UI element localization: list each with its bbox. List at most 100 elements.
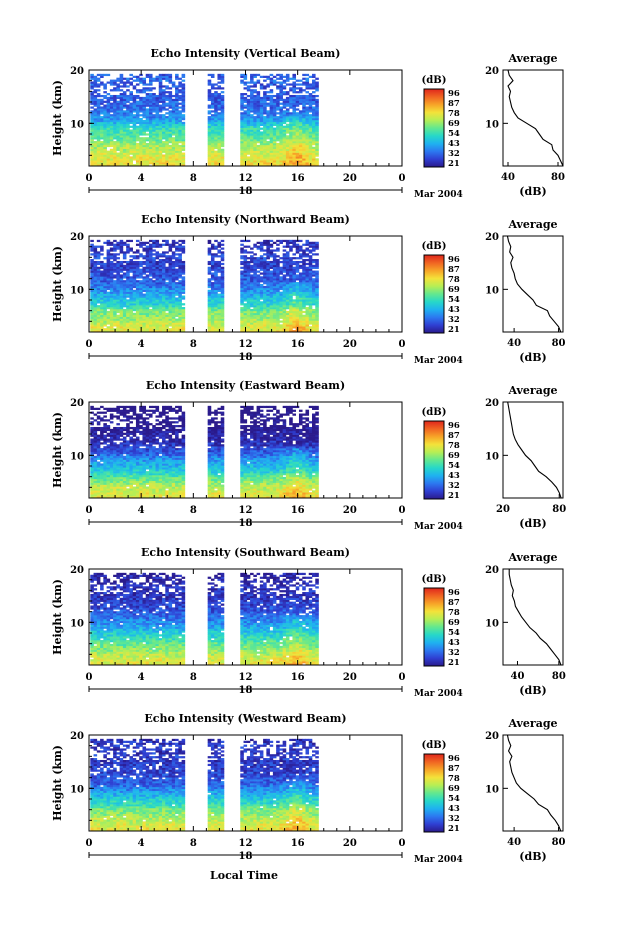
heatmap-cell xyxy=(129,318,133,321)
heatmap-cell xyxy=(132,330,137,333)
heatmap-cell xyxy=(240,280,244,283)
heatmap-cell xyxy=(158,310,163,314)
heatmap-cell xyxy=(93,320,98,323)
heatmap-cell xyxy=(312,272,316,275)
heatmap-cell xyxy=(292,276,297,279)
heatmap-cell xyxy=(250,121,254,125)
heatmap-cell xyxy=(266,289,270,292)
heatmap-cell xyxy=(158,297,163,300)
heatmap-cell xyxy=(217,287,222,291)
heatmap-cell xyxy=(253,310,257,314)
heatmap-cell xyxy=(175,102,179,105)
heatmap-cell xyxy=(269,324,274,327)
heatmap-cell xyxy=(132,320,137,323)
heatmap-cell xyxy=(263,123,267,126)
heatmap-cell xyxy=(113,253,117,256)
heatmap-cell xyxy=(207,93,212,96)
heatmap-cell xyxy=(103,266,107,269)
heatmap-cell xyxy=(155,274,160,277)
heatmap-cell xyxy=(116,127,120,130)
heatmap-cell xyxy=(246,104,251,107)
heatmap-cell xyxy=(207,154,212,157)
heatmap-cell xyxy=(116,96,120,100)
heatmap-cell xyxy=(263,91,267,94)
heatmap-cell xyxy=(315,158,319,161)
heatmap-cell xyxy=(243,289,248,292)
heatmap-cell xyxy=(158,289,163,292)
heatmap-cell xyxy=(276,123,280,126)
heatmap-cell xyxy=(266,274,270,277)
heatmap-cell xyxy=(109,307,114,310)
heatmap-cell xyxy=(165,144,169,148)
heatmap-cell xyxy=(295,251,300,254)
heatmap-cell xyxy=(181,89,186,92)
heatmap-cell xyxy=(145,164,150,167)
heatmap-cell xyxy=(298,160,303,163)
heatmap-cell xyxy=(90,480,94,483)
heatmap-cell xyxy=(106,260,111,264)
heatmap-cell xyxy=(312,270,316,273)
heatmap-cells xyxy=(90,405,319,499)
colorbar-tick-label: 54 xyxy=(448,295,460,305)
heatmap-cell xyxy=(276,282,280,285)
heatmap-cell xyxy=(289,127,293,130)
heatmap-cell xyxy=(263,137,267,140)
heatmap-cell xyxy=(269,112,274,115)
heatmap-cell xyxy=(100,144,104,148)
heatmap-cell xyxy=(312,158,316,161)
heatmap-cell xyxy=(298,137,303,140)
heatmap-cell xyxy=(119,247,124,250)
heatmap-cell xyxy=(207,152,212,155)
heatmap-cell xyxy=(305,129,310,132)
heatmap-cell xyxy=(90,467,94,470)
heatmap-cell xyxy=(276,305,280,308)
heatmap-cell xyxy=(217,100,222,103)
heatmap-cell xyxy=(207,81,212,84)
heatmap-cell xyxy=(312,301,316,304)
heatmap-cell xyxy=(93,116,98,119)
heatmap-cell xyxy=(93,310,98,314)
heatmap-cell xyxy=(90,116,94,119)
heatmap-cell xyxy=(100,131,104,134)
heatmap-cell xyxy=(119,137,124,140)
heatmap-cell xyxy=(207,94,212,98)
heatmap-cell xyxy=(152,239,156,243)
heatmap-cell xyxy=(246,94,251,98)
heatmap-cell xyxy=(246,320,251,323)
heatmap-cell xyxy=(113,150,117,153)
heatmap-cell xyxy=(292,129,297,132)
heatmap-cell xyxy=(243,129,248,132)
y-tick-label: 10 xyxy=(70,119,84,130)
heatmap-cell xyxy=(214,112,218,115)
heatmap-cell xyxy=(155,257,160,260)
heatmap-cell xyxy=(210,144,215,148)
heatmap-cell xyxy=(158,96,163,100)
heatmap-cell xyxy=(266,280,270,283)
heatmap-cell xyxy=(298,314,303,317)
heatmap-cell xyxy=(282,141,287,144)
heatmap-cell xyxy=(171,85,176,88)
heatmap-cell xyxy=(266,146,270,150)
heatmap-cell xyxy=(220,278,225,281)
heatmap-cell xyxy=(93,96,98,100)
heatmap-cell xyxy=(145,148,150,151)
heatmap-cell xyxy=(272,312,277,316)
heatmap-cell xyxy=(266,125,270,128)
heatmap-cell xyxy=(220,305,225,308)
heatmap-cell xyxy=(93,297,98,300)
heatmap-cell xyxy=(181,121,186,125)
heatmap-cell xyxy=(155,141,160,144)
heatmap-cell xyxy=(93,245,98,248)
heatmap-cell xyxy=(210,266,215,269)
heatmap-cell xyxy=(122,284,127,287)
heatmap-cell xyxy=(116,280,120,283)
heatmap-cell xyxy=(272,301,277,304)
heatmap-cell xyxy=(155,264,160,268)
colorbar-tick-label: 78 xyxy=(448,109,460,119)
heatmap-cell xyxy=(119,268,124,271)
heatmap-cell xyxy=(165,146,169,150)
heatmap-cell xyxy=(289,324,293,327)
heatmap-cell xyxy=(126,129,130,132)
heatmap-cell xyxy=(178,266,182,269)
heatmap-cell xyxy=(282,148,287,151)
